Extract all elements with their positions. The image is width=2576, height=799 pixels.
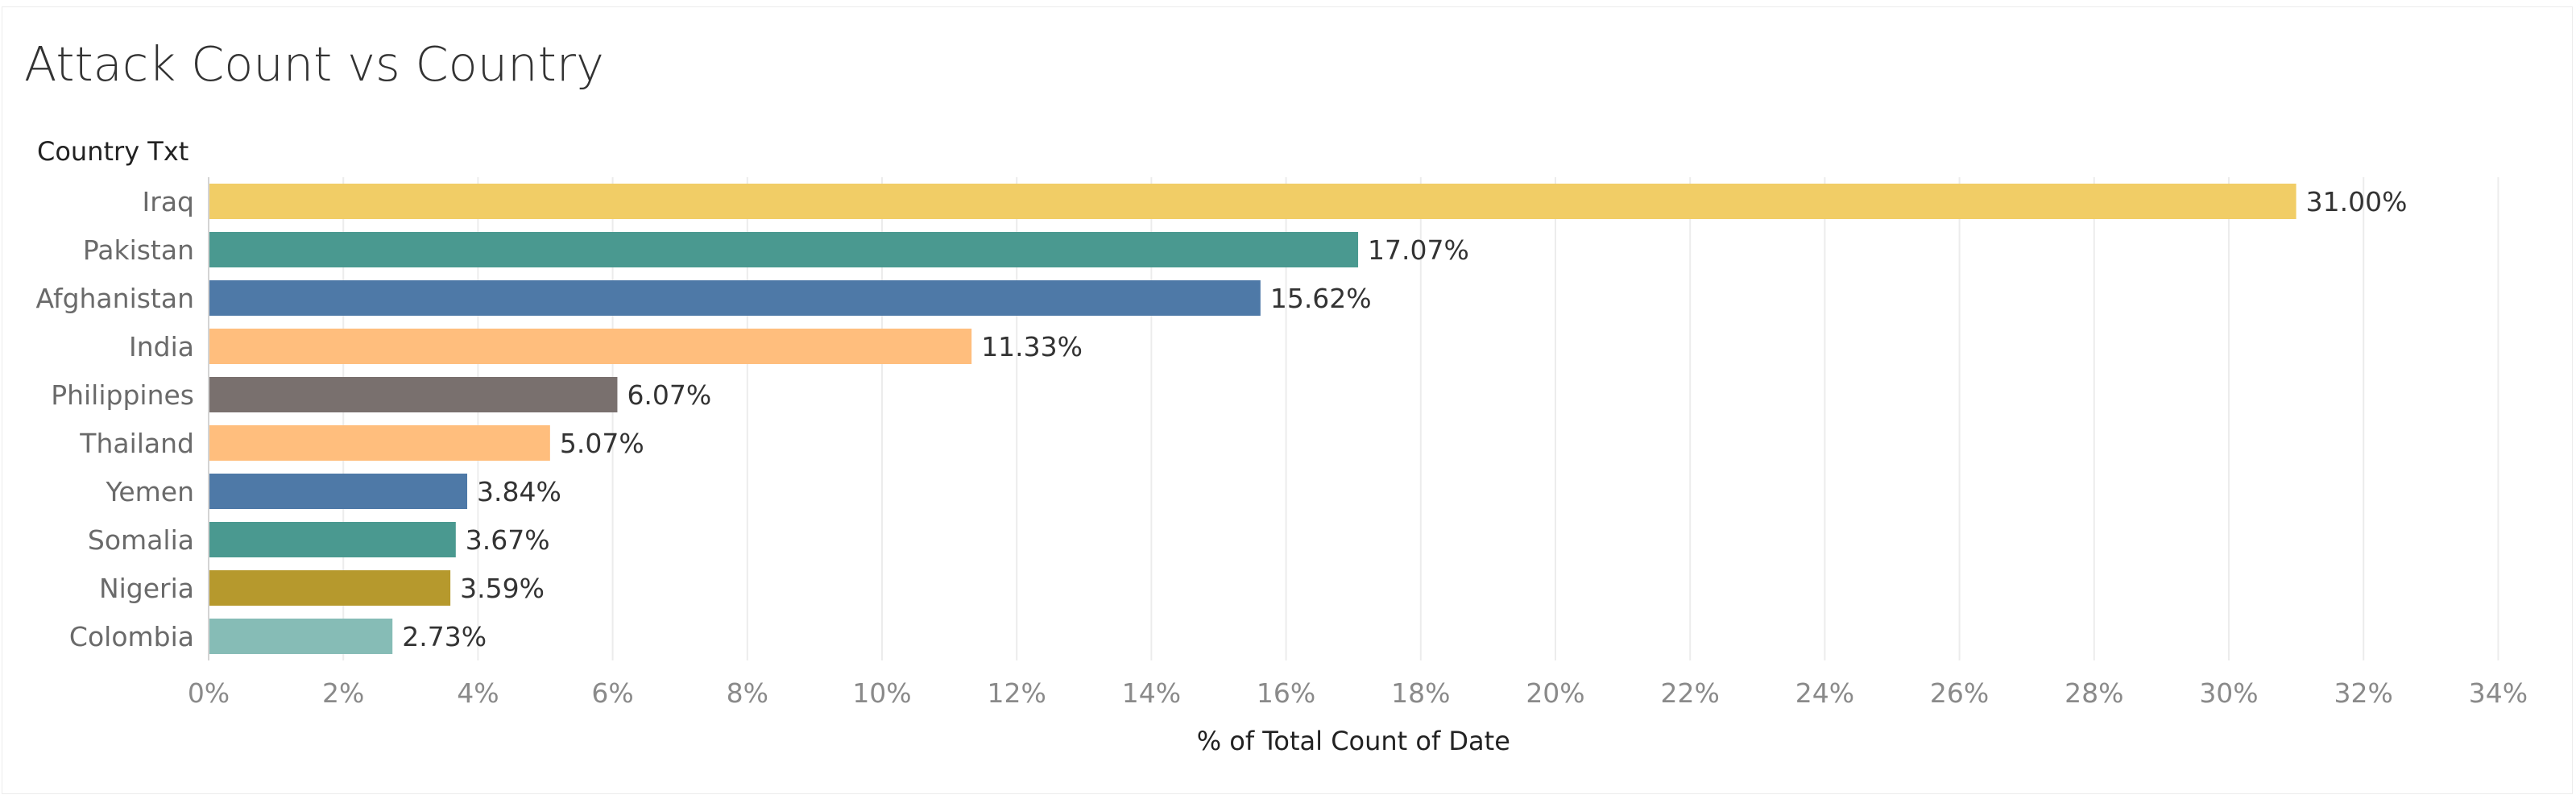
value-label: 11.33% xyxy=(981,331,1083,362)
x-tick-label: 16% xyxy=(1257,677,1315,709)
x-tick-label: 24% xyxy=(1795,677,1854,709)
x-tick-label: 26% xyxy=(1930,677,1989,709)
value-label: 3.84% xyxy=(477,476,561,507)
category-label: Philippines xyxy=(51,379,194,411)
x-tick-label: 20% xyxy=(1526,677,1584,709)
bar xyxy=(209,184,2296,219)
x-tick-label: 22% xyxy=(1661,677,1720,709)
bar xyxy=(209,570,451,606)
x-tick-label: 10% xyxy=(852,677,911,709)
chart-frame xyxy=(2,6,2573,794)
x-tick-label: 8% xyxy=(727,677,768,709)
value-label: 5.07% xyxy=(560,428,644,459)
x-axis-title: % of Total Count of Date xyxy=(1196,726,1510,756)
value-labels: 31.00% 17.07% 15.62% 11.33% 6.07% 5.07% 3.84% 3… xyxy=(402,186,2407,652)
category-label: Afghanistan xyxy=(36,283,194,314)
bar xyxy=(209,619,393,654)
bar xyxy=(209,232,1359,267)
category-label: India xyxy=(129,331,194,362)
x-tick-label: 4% xyxy=(457,677,499,709)
bar xyxy=(209,522,456,557)
x-tick-label: 34% xyxy=(2469,677,2528,709)
x-tick-label: 2% xyxy=(322,677,364,709)
category-label: Somalia xyxy=(88,524,194,556)
value-label: 17.07% xyxy=(1368,234,1469,266)
x-axis-tick-labels: 0% 2% 4% 6% 8% 10% 12% 14% 16% 18% 20% 22% 24% 26% 28%… xyxy=(188,677,2528,709)
x-tick-label: 30% xyxy=(2199,677,2258,709)
category-label: Pakistan xyxy=(83,234,194,266)
bars xyxy=(209,184,2296,654)
category-label: Colombia xyxy=(69,621,194,652)
row-header: Country Txt xyxy=(37,136,189,167)
value-label: 31.00% xyxy=(2306,186,2408,217)
value-label: 6.07% xyxy=(627,379,711,411)
category-label: Yemen xyxy=(106,476,194,507)
x-tick-label: 14% xyxy=(1122,677,1181,709)
value-label: 3.59% xyxy=(460,573,545,604)
category-label: Iraq xyxy=(143,186,194,217)
bar xyxy=(209,377,618,412)
x-tick-label: 6% xyxy=(591,677,633,709)
chart-title: Attack Count vs Country xyxy=(24,36,604,92)
bar xyxy=(209,329,972,364)
x-tick-label: 18% xyxy=(1391,677,1450,709)
value-label: 3.67% xyxy=(466,524,550,556)
category-label: Thailand xyxy=(79,428,194,459)
x-tick-label: 12% xyxy=(988,677,1046,709)
value-label: 15.62% xyxy=(1270,283,1372,314)
bar xyxy=(209,425,550,461)
category-label: Nigeria xyxy=(99,573,194,604)
category-labels: Iraq Pakistan Afghanistan India Philippines T… xyxy=(36,186,194,652)
bar xyxy=(209,280,1261,316)
bar xyxy=(209,474,468,509)
value-label: 2.73% xyxy=(402,621,487,652)
x-tick-label: 0% xyxy=(188,677,230,709)
x-tick-label: 28% xyxy=(2065,677,2123,709)
x-tick-label: 32% xyxy=(2334,677,2393,709)
